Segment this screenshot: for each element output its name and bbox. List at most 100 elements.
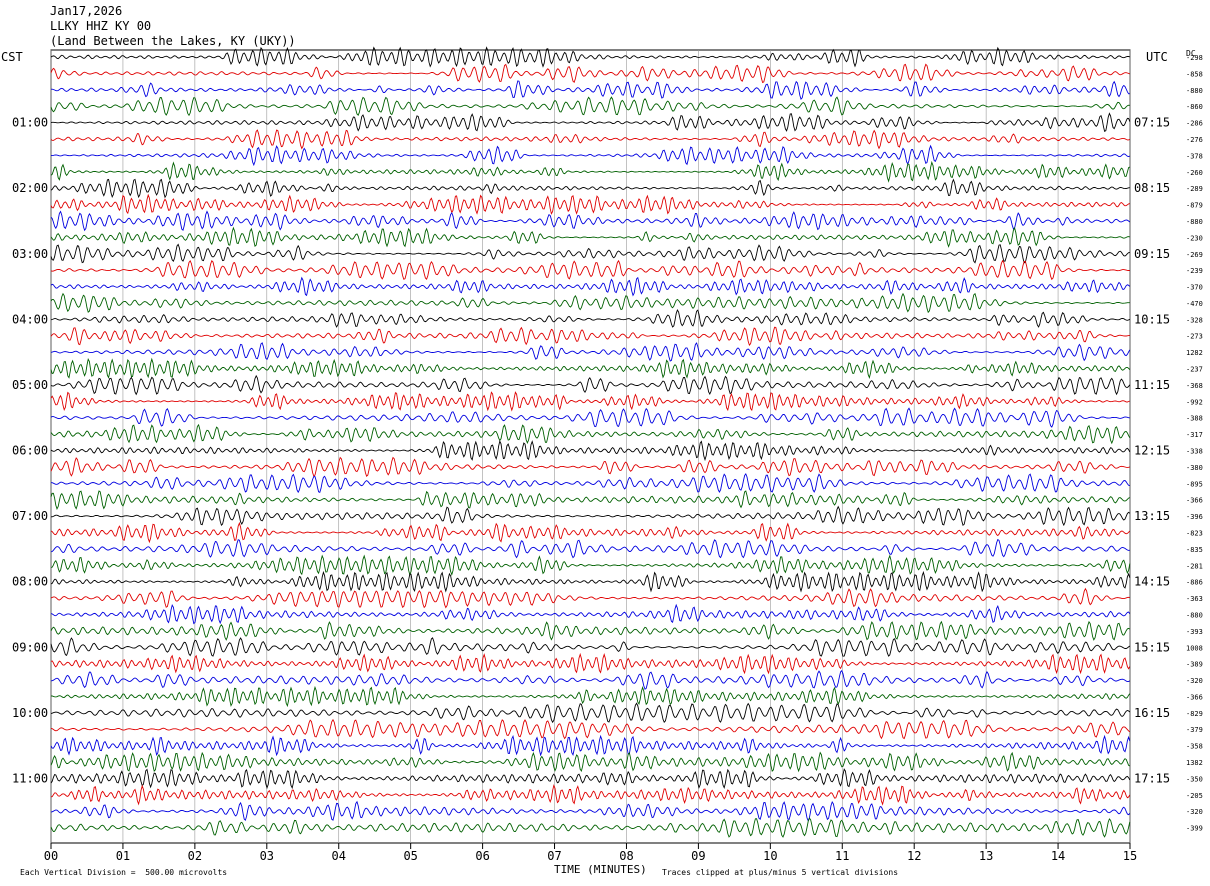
dc-value-label: -992: [1186, 398, 1203, 406]
trace-line: [50, 46, 1130, 68]
x-tick-label: 12: [907, 849, 921, 863]
scale-note: Each Vertical Division = 500.00 microvol…: [20, 868, 228, 877]
right-hour-label: 07:15: [1134, 116, 1170, 130]
header-date: Jan17,2026: [50, 4, 123, 18]
dc-value-label: -320: [1186, 808, 1203, 816]
trace-line: [50, 669, 1131, 690]
dc-value-label: -886: [1186, 579, 1203, 587]
trace-line: [50, 129, 1130, 150]
trace-line: [50, 751, 1131, 773]
trace-line: [50, 423, 1131, 445]
right-hour-label: 14:15: [1134, 575, 1170, 589]
x-axis-title: TIME (MINUTES): [554, 863, 647, 876]
header-location: (Land Between the Lakes, KY (UKY)): [50, 34, 296, 48]
seismic-traces: [50, 46, 1131, 838]
trace-line: [50, 768, 1131, 790]
x-tick-label: 15: [1123, 849, 1137, 863]
trace-line: [51, 80, 1130, 100]
minute-grid: [50, 49, 1131, 844]
dc-value-label: -858: [1186, 70, 1203, 78]
trace-line: [50, 193, 1130, 215]
dc-value-label: 1008: [1186, 644, 1203, 652]
trace-line: [50, 407, 1130, 428]
dc-value-label: -358: [1186, 743, 1203, 751]
x-tick-label: 00: [44, 849, 58, 863]
dc-value-label: -370: [1186, 284, 1203, 292]
trace-line: [50, 96, 1130, 117]
trace-line: [50, 587, 1130, 609]
trace-line: [50, 817, 1131, 838]
left-hour-label: 04:00: [12, 312, 48, 326]
dc-value-label: -237: [1186, 366, 1203, 374]
dc-value-label: -860: [1186, 103, 1203, 111]
trace-line: [50, 374, 1131, 396]
left-hour-label: 05:00: [12, 378, 48, 392]
trace-line: [50, 210, 1131, 232]
dc-value-label: -393: [1186, 628, 1203, 636]
trace-line: [50, 276, 1131, 297]
trace-line: [50, 308, 1131, 328]
left-hour-label: 09:00: [12, 640, 48, 654]
time-axis: 00 01 02 03 04 05 06 07 08 09 10 11 12 13 14 15: [44, 843, 1137, 863]
trace-line: [50, 490, 1130, 510]
trace-line: [50, 685, 1131, 708]
left-hour-label: 01:00: [12, 116, 48, 130]
x-tick-label: 13: [979, 849, 993, 863]
dc-value-label: 1382: [1186, 759, 1203, 767]
trace-line: [50, 326, 1130, 347]
dc-value-label: -368: [1186, 382, 1203, 390]
right-hour-label: 10:15: [1134, 312, 1170, 326]
dc-value-label: -829: [1186, 710, 1203, 718]
left-hour-label: 07:00: [12, 509, 48, 523]
dc-value-label: -286: [1186, 120, 1203, 128]
left-hour-label: 10:00: [12, 706, 48, 720]
left-timezone-label: CST: [1, 50, 23, 64]
left-hour-label: 08:00: [12, 575, 48, 589]
dc-value-label: -388: [1186, 415, 1203, 423]
dc-value-label: -239: [1186, 267, 1203, 275]
dc-label: DC: [1186, 49, 1196, 58]
right-hour-label: 15:15: [1134, 640, 1170, 654]
trace-line: [50, 538, 1130, 559]
trace-line: [50, 620, 1131, 641]
right-hour-label: 13:15: [1134, 509, 1170, 523]
dc-value-label: -269: [1186, 251, 1203, 259]
trace-line: [50, 652, 1131, 675]
x-tick-label: 05: [403, 849, 417, 863]
dc-value-label: -879: [1186, 202, 1203, 210]
trace-line: [50, 112, 1131, 132]
right-hour-label: 08:15: [1134, 181, 1170, 195]
dc-value-label: -230: [1186, 234, 1203, 242]
trace-line: [50, 357, 1131, 380]
dc-value-label: -281: [1186, 562, 1203, 570]
right-hour-label: 12:15: [1134, 444, 1170, 458]
right-hour-label: 09:15: [1134, 247, 1170, 261]
dc-value-label: -289: [1186, 185, 1203, 193]
trace-line: [50, 554, 1131, 577]
x-tick-label: 10: [763, 849, 777, 863]
dc-value-label: -260: [1186, 169, 1203, 177]
x-tick-label: 02: [188, 849, 202, 863]
dc-value-label: -470: [1186, 300, 1203, 308]
trace-line: [50, 784, 1131, 806]
x-tick-label: 01: [116, 849, 130, 863]
dc-value-label: -399: [1186, 825, 1203, 833]
dc-value-label: -396: [1186, 513, 1203, 521]
right-hour-label: 16:15: [1134, 706, 1170, 720]
trace-line: [50, 603, 1131, 625]
trace-line: [50, 734, 1131, 757]
x-tick-label: 08: [619, 849, 633, 863]
x-tick-label: 09: [691, 849, 705, 863]
trace-line: [50, 391, 1130, 412]
dc-value-label: -389: [1186, 661, 1203, 669]
trace-line: [50, 718, 1131, 740]
trace-line: [50, 800, 1131, 822]
dc-value-label: -380: [1186, 464, 1203, 472]
trace-line: [50, 226, 1130, 248]
dc-value-label: -273: [1186, 333, 1203, 341]
x-tick-label: 07: [547, 849, 561, 863]
dc-value-label: 1282: [1186, 349, 1203, 357]
trace-line: [50, 570, 1131, 593]
left-hour-label: 03:00: [12, 247, 48, 261]
header-station: LLKY HHZ KY 00: [50, 19, 152, 33]
